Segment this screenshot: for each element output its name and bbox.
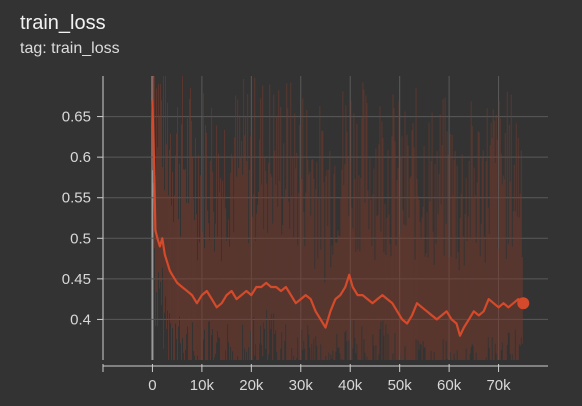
x-tick-label: 50k	[388, 377, 413, 394]
y-tick-label: 0.4	[70, 311, 91, 328]
smoothed-loss-line	[151, 100, 524, 337]
y-tick-label: 0.45	[62, 271, 91, 288]
x-tick-label: 60k	[437, 377, 462, 394]
smoothed-series	[151, 100, 530, 337]
x-tick-label: 10k	[190, 377, 215, 394]
x-tick-label: 20k	[239, 377, 264, 394]
y-tick-label: 0.55	[62, 190, 91, 207]
raw-series	[151, 76, 523, 360]
y-tick-label: 0.5	[70, 230, 91, 247]
chart-subtitle: tag: train_loss	[20, 40, 120, 57]
y-tick-label: 0.6	[70, 149, 91, 166]
y-tick-label: 0.65	[62, 109, 91, 126]
x-tick-label: 70k	[486, 377, 511, 394]
axes: 0 10k 20k 30k 40k 50k 60k 70k 0.4 0.45 0.5 0.55 0.6 0…	[62, 76, 548, 394]
chart-title: train_loss	[20, 12, 106, 34]
x-tick-label: 40k	[338, 377, 363, 394]
x-tick-label: 30k	[289, 377, 314, 394]
last-point-marker[interactable]	[517, 297, 530, 310]
x-tick-label: 0	[148, 377, 156, 394]
